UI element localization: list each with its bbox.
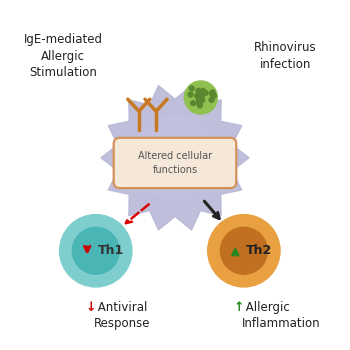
Text: Th1: Th1 xyxy=(98,244,124,257)
Circle shape xyxy=(208,215,280,287)
Circle shape xyxy=(209,97,214,102)
Text: ↓: ↓ xyxy=(85,301,96,314)
Text: Altered cellular
functions: Altered cellular functions xyxy=(138,151,212,175)
Circle shape xyxy=(184,81,217,114)
Circle shape xyxy=(197,90,202,95)
Circle shape xyxy=(196,89,201,93)
Circle shape xyxy=(196,100,201,105)
Circle shape xyxy=(201,89,205,93)
Circle shape xyxy=(210,92,215,97)
Text: Antiviral
Response: Antiviral Response xyxy=(94,301,150,330)
Text: IgE-mediated
Allergic
Stimulation: IgE-mediated Allergic Stimulation xyxy=(23,33,103,79)
Circle shape xyxy=(210,90,215,95)
Circle shape xyxy=(198,96,203,100)
Text: ↑: ↑ xyxy=(233,301,244,314)
Text: Rhinovirus
infection: Rhinovirus infection xyxy=(254,41,316,71)
Circle shape xyxy=(200,98,205,103)
Circle shape xyxy=(72,228,119,274)
Circle shape xyxy=(60,215,132,287)
Circle shape xyxy=(191,101,196,106)
Circle shape xyxy=(211,93,216,98)
Circle shape xyxy=(189,86,194,91)
Circle shape xyxy=(199,93,204,98)
FancyBboxPatch shape xyxy=(114,138,236,188)
Circle shape xyxy=(134,116,216,199)
Circle shape xyxy=(197,97,202,102)
Circle shape xyxy=(197,96,202,101)
Circle shape xyxy=(188,92,193,97)
Circle shape xyxy=(199,93,204,98)
Circle shape xyxy=(220,228,267,274)
Circle shape xyxy=(198,94,203,99)
Text: Th2: Th2 xyxy=(246,244,272,257)
Text: Allergic
Inflammation: Allergic Inflammation xyxy=(242,301,321,330)
Polygon shape xyxy=(101,86,249,230)
Circle shape xyxy=(209,91,214,96)
Circle shape xyxy=(197,103,202,108)
Circle shape xyxy=(195,93,199,98)
Circle shape xyxy=(203,90,208,95)
